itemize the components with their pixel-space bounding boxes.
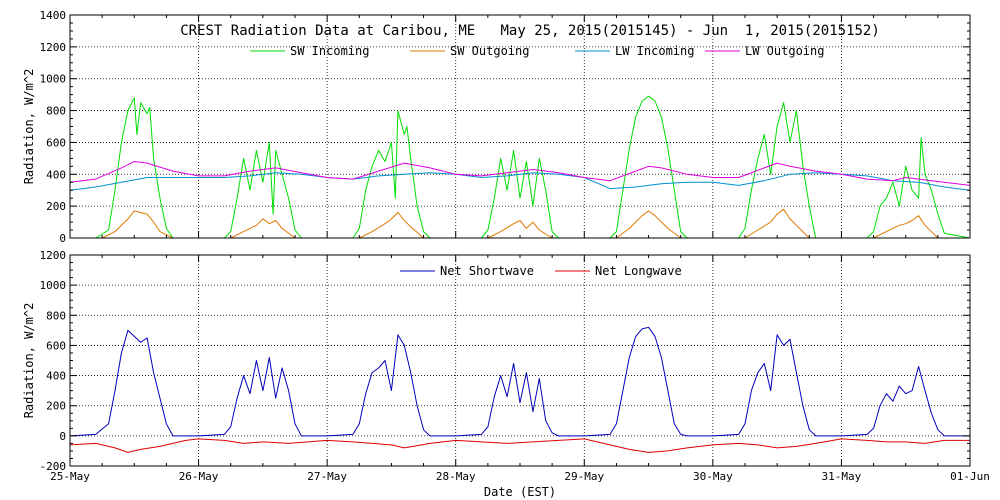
plot-frame: [69, 254, 971, 467]
y-tick-label: 800: [46, 309, 66, 322]
y-tick-label: -200: [40, 460, 67, 473]
x-tick-label: 25-May: [50, 470, 90, 483]
top-panel-sw-lw: 0 200 400 600 800 1000 1200 1400 Radiation, W/m^…: [22, 9, 971, 245]
sw-incoming-legend-label: SW Incoming: [290, 44, 369, 58]
bottom-panel-net-radiation: -200 0 200 400 600 800 1000 1200 25-May 26-May 27-…: [22, 249, 990, 499]
x-tick-label: 30-May: [693, 470, 733, 483]
x-tick-label: 27-May: [307, 470, 347, 483]
y-tick-label: 1200: [40, 249, 67, 262]
net-longwave-legend-label: Net Longwave: [595, 264, 682, 278]
net-longwave-series-line: [69, 438, 970, 453]
sw-outgoing-legend-label: SW Outgoing: [450, 44, 529, 58]
x-tick-label: 01-Jun: [950, 470, 990, 483]
x-tick-label: 29-May: [564, 470, 604, 483]
lw-outgoing-series-line: [69, 161, 971, 186]
lw-outgoing-legend-label: LW Outgoing: [745, 44, 824, 58]
y-tick-label: 200: [46, 400, 66, 413]
y-tick-label: 1000: [40, 73, 67, 86]
y-tick-label: 800: [46, 105, 66, 118]
lw-incoming-series-line: [69, 172, 971, 191]
y-tick-label: 400: [46, 168, 66, 181]
y-tick-label: 200: [46, 200, 66, 213]
y-axis-label: Radiation, W/m^2: [22, 303, 36, 419]
sw-outgoing-series-line: [70, 208, 970, 239]
y-tick-label: 0: [59, 232, 66, 245]
chart-title: CREST Radiation Data at Caribou, ME May …: [180, 23, 880, 39]
lw-incoming-legend-label: LW Incoming: [615, 44, 694, 58]
y-axis-label: Radiation, W/m^2: [22, 69, 36, 185]
net-shortwave-legend-label: Net Shortwave: [440, 264, 534, 278]
y-tick-label: 1400: [40, 9, 67, 22]
y-tick-label: 0: [59, 430, 66, 443]
y-tick-label: 600: [46, 339, 66, 352]
x-tick-label: 31-May: [822, 470, 862, 483]
net-shortwave-series-line: [69, 326, 970, 437]
x-tick-label: 26-May: [179, 470, 219, 483]
y-tick-label: 400: [46, 370, 66, 383]
x-axis-label: Date (EST): [484, 485, 556, 499]
y-tick-label: 600: [46, 136, 66, 149]
sw-incoming-series-line: [70, 95, 971, 239]
y-tick-label: 1000: [40, 279, 67, 292]
y-tick-label: 1200: [40, 41, 67, 54]
x-tick-label: 28-May: [436, 470, 476, 483]
